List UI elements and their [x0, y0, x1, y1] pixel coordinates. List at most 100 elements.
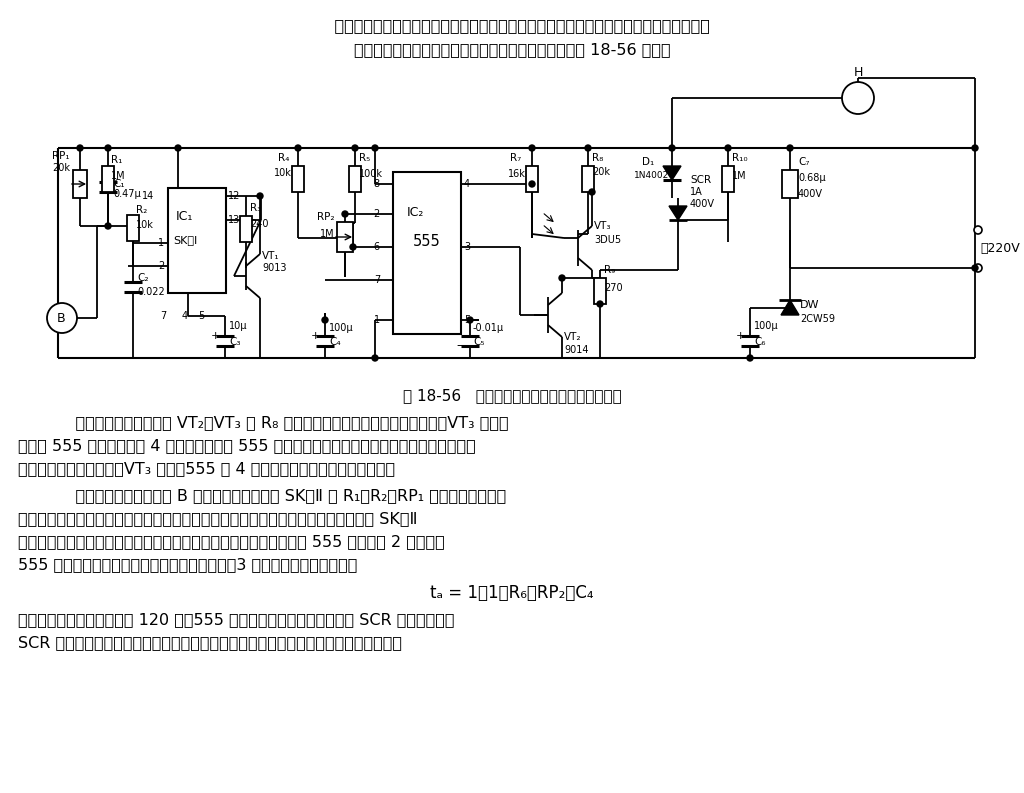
Bar: [102, 166, 114, 192]
Circle shape: [467, 317, 473, 323]
Text: 1M: 1M: [111, 171, 126, 181]
Text: 1N4002: 1N4002: [634, 171, 670, 181]
Bar: [393, 172, 461, 334]
Bar: [292, 166, 304, 192]
Circle shape: [77, 145, 83, 151]
Text: 2CW59: 2CW59: [800, 314, 835, 324]
Bar: [782, 170, 798, 198]
Text: 12: 12: [228, 191, 241, 201]
Text: 光控开关、声控电路、单稳延时和继电控制电路，如图 18-56 所示。: 光控开关、声控电路、单稳延时和继电控制电路，如图 18-56 所示。: [353, 42, 671, 57]
Polygon shape: [781, 300, 799, 315]
Text: 7: 7: [374, 275, 380, 285]
Text: C₁: C₁: [113, 179, 125, 189]
Text: RP₁: RP₁: [52, 151, 70, 161]
Text: 2: 2: [158, 261, 164, 271]
Circle shape: [725, 145, 731, 151]
Text: 7: 7: [160, 311, 166, 321]
Polygon shape: [669, 206, 687, 220]
Text: C₂: C₂: [137, 273, 148, 283]
Circle shape: [105, 223, 111, 229]
Circle shape: [589, 189, 595, 195]
Text: 270: 270: [604, 283, 623, 293]
Text: R₇: R₇: [510, 153, 521, 163]
Text: -0.01μ: -0.01μ: [473, 323, 504, 333]
Text: 100k: 100k: [359, 169, 383, 179]
Text: C₇: C₇: [798, 157, 810, 167]
Text: 1: 1: [158, 238, 164, 248]
Bar: [240, 216, 252, 242]
Circle shape: [746, 355, 753, 361]
Text: 100μ: 100μ: [329, 323, 353, 333]
Text: 555 处于等待触发状态，一经触发则翻转置位，3 脚输出的暂稳持续时间为: 555 处于等待触发状态，一经触发则翻转置位，3 脚输出的暂稳持续时间为: [18, 557, 357, 572]
Text: 0.47μ: 0.47μ: [113, 189, 140, 199]
Text: 10k: 10k: [274, 168, 292, 178]
Text: IC₂: IC₂: [407, 205, 424, 219]
Text: 通，将 555 的强制复位端 4 脚置低电位，使 555 处于强制复位状态，输出呈低电位。夜晚光照弱: 通，将 555 的强制复位端 4 脚置低电位，使 555 处于强制复位状态，输出…: [18, 438, 476, 453]
Circle shape: [322, 317, 328, 323]
Text: +: +: [311, 331, 321, 341]
Text: 3DU5: 3DU5: [594, 235, 622, 245]
Text: SCR 触发导通，电灯点亮，暂稳时间到，灯自动熄灭，既能为行人照亮，还节能节电。: SCR 触发导通，电灯点亮，暂稳时间到，灯自动熄灭，既能为行人照亮，还节能节电。: [18, 635, 402, 650]
Bar: [73, 170, 87, 198]
Text: 或昏黑，光敏管呈高阻，VT₃ 截止，555 的 4 脚呈高电位，处于等待触发状态。: 或昏黑，光敏管呈高阻，VT₃ 截止，555 的 4 脚呈高电位，处于等待触发状态…: [18, 461, 395, 476]
Text: tₐ = 1．1（R₆＋RP₂）C₄: tₐ = 1．1（R₆＋RP₂）C₄: [430, 584, 594, 602]
Circle shape: [972, 265, 978, 271]
Circle shape: [787, 145, 793, 151]
Circle shape: [559, 275, 565, 281]
Text: +: +: [736, 331, 745, 341]
Text: 4: 4: [464, 179, 470, 189]
Text: H: H: [854, 67, 863, 79]
Text: 0.022: 0.022: [137, 287, 165, 297]
Text: 10μ: 10μ: [229, 321, 248, 331]
Text: 400V: 400V: [798, 189, 823, 199]
Text: 光控开关由光敏三极管 VT₂、VT₃ 和 R₈ 等组成，白天光照好，光敏管呈低阻，VT₃ 饱和导: 光控开关由光敏三极管 VT₂、VT₃ 和 R₈ 等组成，白天光照好，光敏管呈低阻…: [55, 415, 509, 430]
Text: 20k: 20k: [52, 163, 70, 173]
Text: 1M: 1M: [319, 229, 335, 239]
Text: 14: 14: [141, 191, 154, 201]
Text: SCR: SCR: [690, 175, 711, 185]
Circle shape: [972, 145, 978, 151]
Text: 9014: 9014: [564, 345, 589, 355]
Text: 20k: 20k: [592, 167, 610, 177]
Circle shape: [175, 145, 181, 151]
Text: R₈: R₈: [592, 153, 603, 163]
Text: VT₃: VT₃: [594, 221, 611, 231]
Text: VT₂: VT₂: [564, 332, 582, 342]
Text: B: B: [57, 312, 66, 324]
Text: 2: 2: [374, 209, 380, 219]
Circle shape: [787, 305, 793, 311]
Text: C₅: C₅: [473, 337, 484, 347]
Bar: [127, 215, 139, 241]
Text: C₃: C₃: [229, 337, 241, 347]
Text: R₁: R₁: [111, 155, 123, 165]
Text: VT₁: VT₁: [262, 251, 280, 261]
Text: 555: 555: [413, 235, 440, 250]
Text: C₄: C₄: [329, 337, 341, 347]
Circle shape: [372, 355, 378, 361]
Text: +: +: [211, 331, 220, 341]
Text: SK－Ⅰ: SK－Ⅰ: [173, 235, 198, 245]
Bar: [168, 188, 226, 293]
Text: 240: 240: [250, 219, 268, 229]
Text: C₆: C₆: [754, 337, 766, 347]
Bar: [722, 166, 734, 192]
Text: 内部放大、整形，输出标准的声控延时正方波，经倒相加至时基电路 555 的触发端 2 脚。夜晚: 内部放大、整形，输出标准的声控延时正方波，经倒相加至时基电路 555 的触发端 …: [18, 534, 444, 549]
Text: 8: 8: [374, 179, 380, 189]
Circle shape: [529, 181, 535, 187]
Text: DW: DW: [800, 300, 819, 310]
Text: 声控电路由驻极式话筒 B 和专用声控集成电路 SK－Ⅱ 及 R₁、R₂、RP₁ 等组成。图示电路: 声控电路由驻极式话筒 B 和专用声控集成电路 SK－Ⅱ 及 R₁、R₂、RP₁ …: [55, 488, 506, 503]
Text: 4: 4: [182, 311, 188, 321]
Text: 400V: 400V: [690, 199, 715, 209]
Bar: [526, 166, 538, 192]
Bar: [582, 166, 594, 192]
Circle shape: [47, 303, 77, 333]
Text: 9013: 9013: [262, 263, 287, 273]
Text: R₉: R₉: [604, 265, 615, 275]
Text: R₄: R₄: [278, 153, 290, 163]
Text: 3: 3: [464, 242, 470, 252]
Bar: [594, 278, 606, 304]
Text: 5: 5: [198, 311, 204, 321]
Text: 本电路白天处于关断状态，人夜后行人的脚步声便会使电灯自动点亮，节电节能。它包括: 本电路白天处于关断状态，人夜后行人的脚步声便会使电灯自动点亮，节电节能。它包括: [314, 18, 710, 33]
Text: 13: 13: [228, 215, 241, 225]
Bar: [337, 222, 353, 252]
